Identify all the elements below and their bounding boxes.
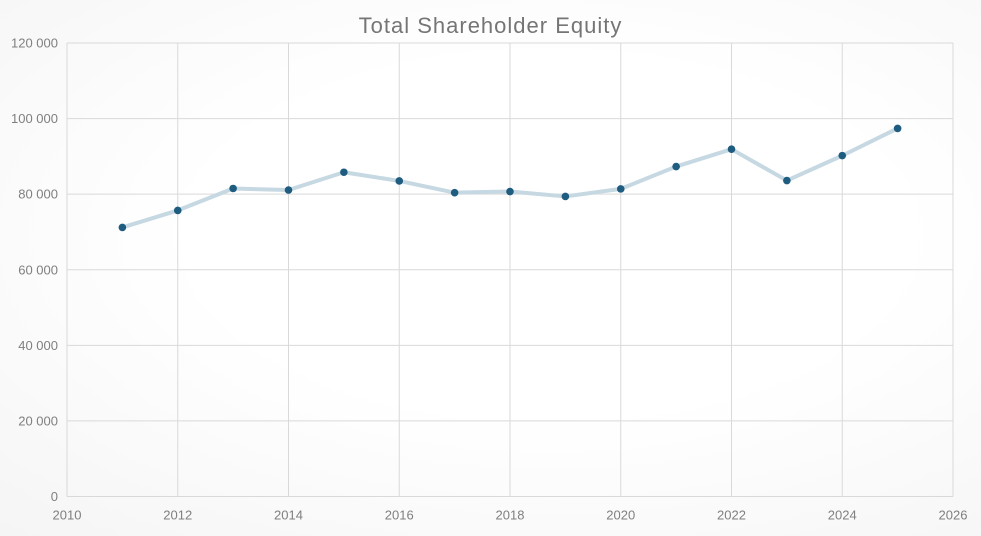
y-axis-tick-label: 100 000	[11, 111, 58, 126]
y-axis-tick-label: 120 000	[11, 36, 58, 51]
x-axis-tick-label: 2014	[274, 508, 303, 523]
data-point[interactable]	[450, 188, 459, 197]
chart-title: Total Shareholder Equity	[358, 13, 623, 38]
y-axis-tick-label: 60 000	[18, 262, 58, 277]
y-axis-tick-label: 80 000	[18, 187, 58, 202]
data-point[interactable]	[340, 168, 348, 177]
x-axis-tick-label: 2026	[939, 508, 968, 523]
y-axis-tick-label: 20 000	[18, 413, 58, 428]
data-point[interactable]	[229, 184, 237, 193]
data-point[interactable]	[893, 124, 902, 133]
data-point[interactable]	[783, 176, 791, 185]
x-axis-tick-label: 2018	[496, 508, 525, 523]
data-point[interactable]	[395, 177, 404, 185]
data-point[interactable]	[838, 151, 847, 160]
y-axis-tick-label: 0	[51, 489, 58, 504]
data-point[interactable]	[616, 185, 625, 193]
data-point[interactable]	[173, 206, 182, 215]
x-axis-tick-label: 2022	[717, 508, 746, 523]
data-point[interactable]	[672, 162, 680, 171]
x-axis-tick-label: 2016	[385, 508, 414, 523]
x-axis-tick-label: 2010	[53, 508, 82, 523]
data-point[interactable]	[561, 192, 570, 201]
x-axis-tick-label: 2012	[163, 508, 192, 523]
data-point[interactable]	[727, 145, 736, 153]
x-axis-tick-label: 2024	[828, 508, 857, 523]
data-point[interactable]	[118, 223, 127, 232]
data-point[interactable]	[506, 187, 514, 196]
data-point[interactable]	[284, 186, 293, 194]
y-axis-tick-label: 40 000	[18, 338, 58, 353]
x-axis-tick-label: 2020	[606, 508, 635, 523]
